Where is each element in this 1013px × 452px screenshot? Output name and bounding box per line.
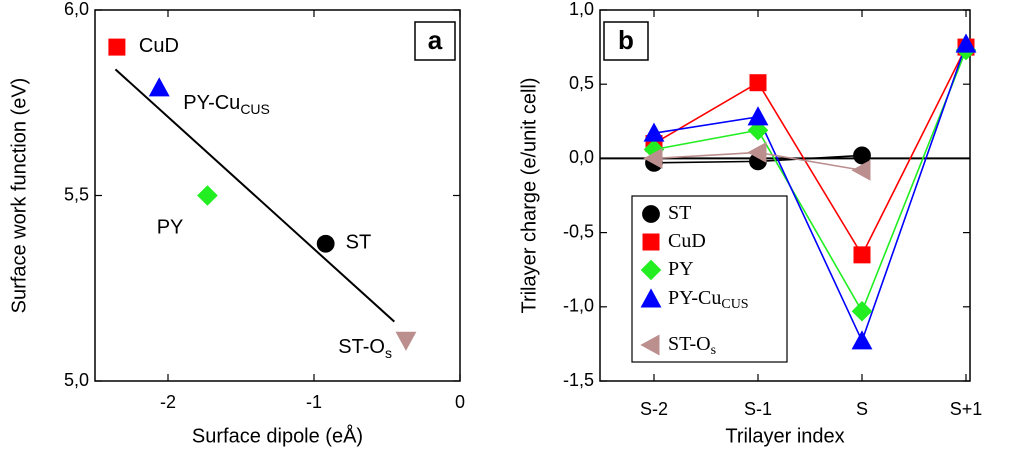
label-name: CuD: [668, 230, 706, 252]
legend-marker: [642, 233, 660, 251]
y-tick-label: -0,5: [563, 221, 594, 241]
marker: [749, 74, 767, 92]
series-label: CuD: [139, 35, 179, 57]
series-label: ST-Os: [338, 336, 392, 360]
label-name: PY-Cu: [668, 287, 721, 309]
series-label: PY-CuCUS: [668, 287, 749, 313]
marker: [148, 77, 170, 97]
y-tick-label: 1,0: [569, 0, 594, 19]
series-line: [653, 46, 967, 257]
marker: [395, 331, 417, 351]
label-name: CuD: [139, 35, 179, 57]
y-axis-title: Surface work function (eV): [8, 78, 30, 314]
y-tick-label: 6,0: [64, 0, 89, 19]
marker: [747, 119, 769, 141]
series-label: PY: [157, 217, 184, 239]
panel-label-box: [603, 21, 649, 61]
x-axis-title: Trilayer index: [725, 425, 844, 447]
series-label: ST-Os: [668, 333, 716, 359]
label-name: PY-Cu: [183, 92, 240, 114]
marker: [853, 246, 871, 264]
y-tick-label: 0,5: [569, 73, 594, 93]
x-tick-label: S+1: [950, 399, 983, 419]
fit-line: [114, 68, 395, 323]
label-name: ST: [668, 202, 691, 224]
legend-box: [631, 195, 788, 363]
series-line: [653, 49, 967, 314]
marker: [853, 146, 871, 165]
y-axis-title: Trilayer charge (e/unit cell): [518, 77, 540, 313]
marker: [197, 185, 218, 206]
marker: [108, 38, 126, 56]
panel-label-box: [414, 21, 456, 61]
marker: [851, 159, 871, 181]
y-tick-label: 0,0: [569, 147, 594, 167]
legend-marker: [640, 334, 660, 356]
label-name: ST-O: [338, 336, 385, 358]
marker: [851, 330, 873, 350]
marker: [643, 147, 663, 169]
marker: [747, 106, 769, 126]
x-tick-label: S-1: [744, 399, 772, 419]
y-tick-label: 5,0: [64, 370, 89, 390]
series-label: PY: [668, 258, 694, 280]
label-subscript: s: [711, 343, 716, 358]
y-tick-label: 5,5: [64, 184, 89, 204]
label-subscript: s: [385, 345, 392, 361]
panel-label: a: [428, 25, 443, 55]
marker: [316, 234, 335, 253]
series-label: ST: [668, 202, 691, 224]
series-label: PY-CuCUS: [183, 92, 270, 116]
marker: [955, 33, 977, 53]
label-name: PY: [157, 217, 184, 239]
series-label: CuD: [668, 230, 706, 252]
x-tick-label: -1: [306, 392, 322, 412]
x-tick-label: S-2: [640, 399, 668, 419]
label-subscript: CUS: [721, 297, 748, 312]
label-name: ST: [346, 232, 372, 254]
plot-frame: [599, 9, 971, 382]
y-tick-label: -1,5: [563, 370, 594, 390]
x-axis-title: Surface dipole (eÅ): [192, 424, 363, 447]
x-tick-label: -2: [160, 392, 176, 412]
marker: [747, 142, 767, 163]
series-label: ST: [346, 232, 372, 254]
x-tick-label: S: [856, 399, 868, 419]
label-name: ST-O: [668, 333, 711, 355]
x-tick-label: 0: [455, 392, 465, 412]
legend-marker: [642, 205, 660, 223]
panel-label: b: [618, 25, 634, 55]
marker: [643, 122, 665, 142]
legend-marker: [640, 259, 662, 281]
series-line: [653, 43, 967, 344]
label-name: PY: [668, 258, 694, 280]
y-tick-label: -1,0: [563, 296, 594, 316]
label-subscript: CUS: [240, 101, 270, 117]
plot-frame: [94, 9, 461, 382]
marker: [851, 300, 873, 322]
legend-marker: [640, 288, 662, 308]
